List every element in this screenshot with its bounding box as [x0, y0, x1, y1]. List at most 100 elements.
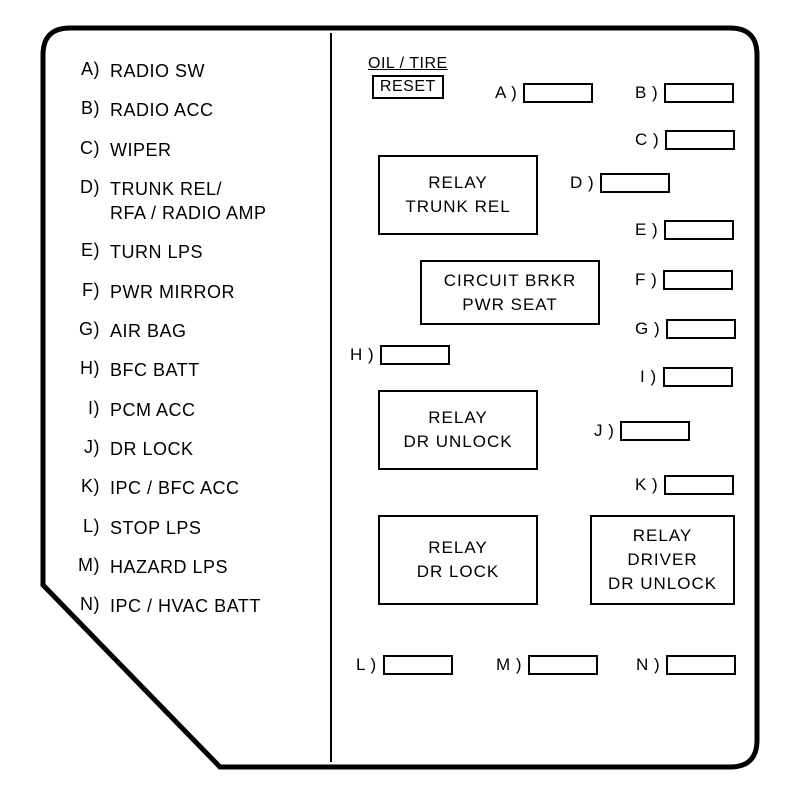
relay-line: CIRCUIT BRKR	[422, 269, 598, 293]
fuse-j: J )	[594, 421, 690, 441]
fuse-l: L )	[356, 655, 453, 675]
fuse-label: B )	[635, 83, 658, 103]
legend-value: HAZARD LPS	[110, 555, 228, 579]
fuse-label: D )	[570, 173, 594, 193]
legend-key: B)	[68, 98, 100, 122]
legend-key: I)	[68, 398, 100, 422]
legend-row: J)DR LOCK	[68, 437, 267, 461]
legend-row: F) PWR MIRROR	[68, 280, 267, 304]
legend-key: N)	[68, 594, 100, 618]
fuse-c: C )	[635, 130, 735, 150]
fuse-slot	[383, 655, 453, 675]
legend-row: H) BFC BATT	[68, 358, 267, 382]
fuse-label: L )	[356, 655, 377, 675]
fuse-f: F )	[635, 270, 733, 290]
legend-key: L)	[68, 516, 100, 540]
legend-value: IPC / BFC ACC	[110, 476, 240, 500]
legend-row: B) RADIO ACC	[68, 98, 267, 122]
fuse-slot	[664, 220, 734, 240]
fuse-label: F )	[635, 270, 657, 290]
fuse-slot	[523, 83, 593, 103]
legend-value: TURN LPS	[110, 240, 203, 264]
relay-line: DR UNLOCK	[380, 430, 536, 454]
fuse-n: N )	[636, 655, 736, 675]
legend-key: A)	[68, 59, 100, 83]
fuse-label: H )	[350, 345, 374, 365]
legend-row: N) IPC / HVAC BATT	[68, 594, 267, 618]
legend-key: C)	[68, 138, 100, 162]
relay-line: RELAY	[592, 524, 733, 548]
fuse-label: C )	[635, 130, 659, 150]
relay-line: DR UNLOCK	[592, 572, 733, 596]
legend-row: D)TRUNK REL/RFA / RADIO AMP	[68, 177, 267, 226]
legend-key: H)	[68, 358, 100, 382]
reset-button[interactable]: RESET	[372, 75, 444, 99]
legend-key: K)	[68, 476, 100, 500]
relay-trunk-rel: RELAYTRUNK REL	[378, 155, 538, 235]
legend-value: RADIO SW	[110, 59, 205, 83]
fuse-slot	[528, 655, 598, 675]
relay-line: PWR SEAT	[422, 293, 598, 317]
relay-dr-unlock: RELAYDR UNLOCK	[378, 390, 538, 470]
legend-key: J)	[68, 437, 100, 461]
fuse-slot	[620, 421, 690, 441]
fuse-label: N )	[636, 655, 660, 675]
fuse-label: E )	[635, 220, 658, 240]
legend-list: A) RADIO SW B) RADIO ACC C) WIPER D)TRUNK REL/…	[68, 59, 267, 633]
legend-row: L) STOP LPS	[68, 516, 267, 540]
legend-value: STOP LPS	[110, 516, 201, 540]
fuse-label: A )	[495, 83, 517, 103]
fuse-label: G )	[635, 319, 660, 339]
fuse-label: M )	[496, 655, 522, 675]
legend-key: G)	[68, 319, 100, 343]
fuse-slot	[663, 270, 733, 290]
fuse-slot	[663, 367, 733, 387]
legend-value: AIR BAG	[110, 319, 187, 343]
fuse-h: H )	[350, 345, 450, 365]
legend-key: E)	[68, 240, 100, 264]
fuse-label: J )	[594, 421, 614, 441]
fuse-label: K )	[635, 475, 658, 495]
fuse-b: B )	[635, 83, 734, 103]
fuse-i: I )	[640, 367, 733, 387]
fuse-slot	[600, 173, 670, 193]
legend-value: PWR MIRROR	[110, 280, 235, 304]
fuse-g: G )	[635, 319, 736, 339]
fuse-slot	[664, 475, 734, 495]
relay-line: DRIVER	[592, 548, 733, 572]
oil-tire-label: OIL / TIRE	[368, 55, 448, 73]
fuse-box-outline: A) RADIO SW B) RADIO ACC C) WIPER D)TRUNK REL/…	[40, 25, 760, 770]
fuse-k: K )	[635, 475, 734, 495]
legend-value: PCM ACC	[110, 398, 196, 422]
legend-value: BFC BATT	[110, 358, 200, 382]
relay-pwr-seat: CIRCUIT BRKRPWR SEAT	[420, 260, 600, 325]
fuse-slot	[664, 83, 734, 103]
legend-row: K) IPC / BFC ACC	[68, 476, 267, 500]
relay-line: RELAY	[380, 406, 536, 430]
legend-row: A) RADIO SW	[68, 59, 267, 83]
relay-line: RELAY	[380, 536, 536, 560]
legend-row: G) AIR BAG	[68, 319, 267, 343]
fuse-e: E )	[635, 220, 734, 240]
fuse-a: A )	[495, 83, 593, 103]
fuse-label: I )	[640, 367, 657, 387]
fuse-d: D )	[570, 173, 670, 193]
fuse-slot	[380, 345, 450, 365]
legend-value: TRUNK REL/RFA / RADIO AMP	[110, 177, 267, 226]
fuse-panel: OIL / TIRE RESET A ) B ) C ) D ) E ) F ) G ) H …	[330, 25, 760, 770]
fuse-m: M )	[496, 655, 598, 675]
legend-row: M)HAZARD LPS	[68, 555, 267, 579]
relay-line: TRUNK REL	[380, 195, 536, 219]
relay-line: DR LOCK	[380, 560, 536, 584]
legend-value: IPC / HVAC BATT	[110, 594, 261, 618]
legend-row: I) PCM ACC	[68, 398, 267, 422]
legend-value: WIPER	[110, 138, 172, 162]
legend-row: E) TURN LPS	[68, 240, 267, 264]
legend-row: C) WIPER	[68, 138, 267, 162]
relay-dr-lock: RELAYDR LOCK	[378, 515, 538, 605]
fuse-slot	[666, 319, 736, 339]
legend-value: RADIO ACC	[110, 98, 214, 122]
legend-key: F)	[68, 280, 100, 304]
fuse-slot	[666, 655, 736, 675]
relay-driver-unlock: RELAYDRIVERDR UNLOCK	[590, 515, 735, 605]
